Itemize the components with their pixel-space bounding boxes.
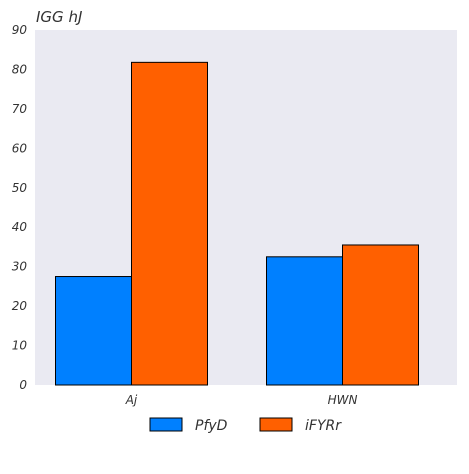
y-tick-label: 10 <box>12 339 28 353</box>
bar-iFYRr-Aj <box>131 61 208 386</box>
y-tick-label: 60 <box>12 141 28 155</box>
y-tick-label: 30 <box>12 260 28 274</box>
legend-swatch <box>149 417 183 432</box>
legend-label: PfyD <box>195 418 228 434</box>
y-tick-label: 80 <box>12 62 28 76</box>
y-tick-label: 0 <box>19 378 27 392</box>
legend-label: iFYRr <box>305 418 342 434</box>
x-tick-label: HWN <box>328 393 358 407</box>
x-axis: Aj HWN <box>125 393 358 407</box>
y-tick-label: 50 <box>12 181 28 195</box>
y-tick-label: 40 <box>12 220 28 234</box>
bar-PfyD-Aj <box>55 276 132 386</box>
bar-PfyD-HWN <box>266 256 343 386</box>
legend-swatch <box>259 417 293 432</box>
x-tick-label: Aj <box>125 393 138 407</box>
y-tick-label: 70 <box>12 102 28 116</box>
bar-iFYRr-HWN <box>342 244 419 386</box>
y-axis: 0 10 20 30 40 50 60 70 80 90 <box>12 23 28 392</box>
legend: PfyD iFYRr <box>149 417 342 434</box>
y-tick-label: 90 <box>12 23 28 37</box>
y-tick-label: 20 <box>12 299 28 313</box>
chart-title: IGG hJ <box>36 8 82 26</box>
bars <box>55 61 419 386</box>
